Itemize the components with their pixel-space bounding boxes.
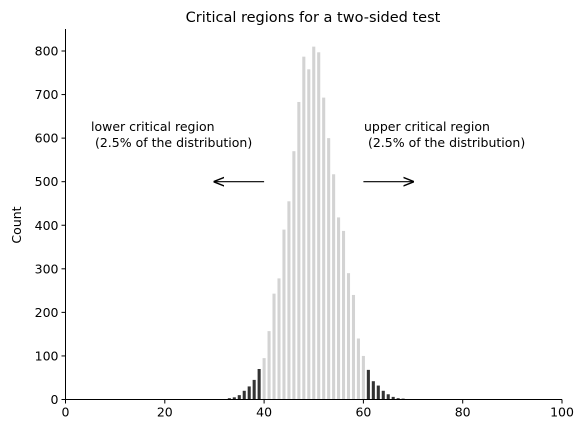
critical-bar [381,390,385,400]
upper-region-label-line2: (2.5% of the distribution) [364,135,525,150]
critical-bar [252,379,256,400]
critical-bar [247,386,251,400]
lower-region-label-line1: lower critical region [91,119,215,134]
x-tick-label: 20 [157,405,173,420]
x-tick-label: 0 [62,405,70,420]
x-tick-label: 80 [455,405,471,420]
x-tick-label: 40 [256,405,272,420]
x-tick-label: 60 [355,405,371,420]
noncritical-bar [351,294,356,400]
noncritical-bar [317,52,321,400]
y-tick-label: 500 [35,174,59,189]
noncritical-bar [282,229,286,400]
y-tick-label: 600 [35,131,59,146]
y-axis-label: Count [9,206,24,243]
y-tick-label: 200 [35,305,59,320]
bars-group [217,46,410,400]
noncritical-bar [346,273,351,400]
noncritical-bar [332,174,336,400]
noncritical-bar [322,97,326,400]
noncritical-bar [342,230,346,400]
critical-bar [237,395,241,400]
critical-bar [366,369,370,400]
y-tick-label: 0 [51,392,59,407]
noncritical-bar [267,331,271,400]
noncritical-bar [337,217,341,400]
noncritical-bar [277,278,281,400]
x-ticks-group: 0 20 40 60 80 100 [62,399,574,420]
critical-bar [376,385,380,400]
noncritical-bar [262,358,266,400]
y-tick-label: 300 [35,261,59,276]
critical-bar [242,390,246,400]
critical-bar [396,398,400,400]
noncritical-bar [272,293,276,400]
noncritical-bar [312,46,316,400]
upper-region-label-line1: upper critical region [364,119,490,134]
noncritical-bar [307,69,311,400]
y-tick-label: 800 [35,44,59,59]
noncritical-bar [297,101,301,400]
critical-bar [232,397,236,400]
y-tick-label: 100 [35,348,59,363]
y-tick-label: 700 [35,87,59,102]
noncritical-bar [292,151,296,400]
chart-title: Critical regions for a two-sided test [186,10,441,26]
noncritical-bar [361,355,365,400]
critical-bar [371,381,375,400]
noncritical-bar [302,56,306,400]
lower-region-label-line2: (2.5% of the distribution) [91,135,252,150]
y-ticks-group: 0 100 200 300 400 500 600 700 800 [35,44,66,407]
critical-bar [257,369,261,400]
critical-bar [386,394,390,400]
critical-bar [391,396,395,400]
noncritical-bar [287,201,291,400]
noncritical-bar [327,138,331,400]
y-tick-label: 400 [35,218,59,233]
critical-bar [227,398,231,400]
x-tick-label: 100 [550,405,574,420]
noncritical-bar [356,338,360,400]
